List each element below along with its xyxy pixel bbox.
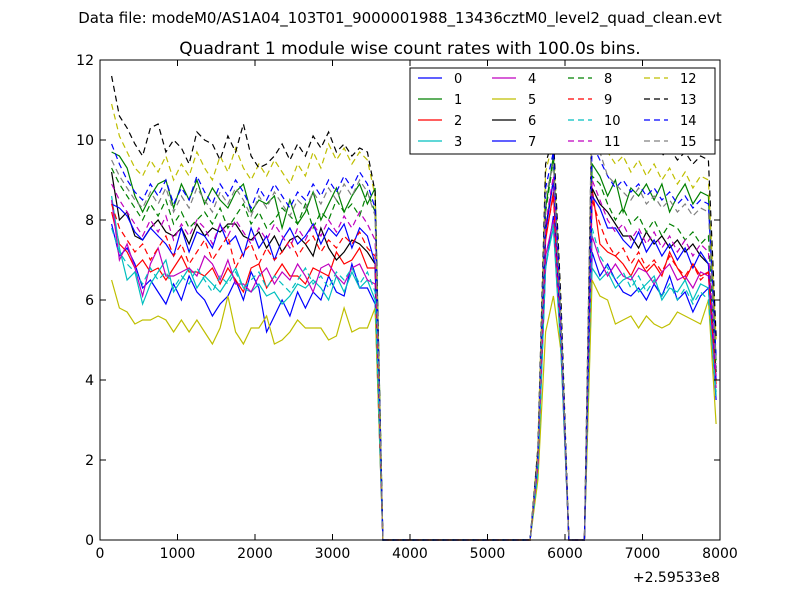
legend-label-3: 3 [454,135,462,150]
legend-label-0: 0 [454,72,462,87]
figure-suptitle: Data file: modeM0/AS1A04_103T01_90000019… [78,9,722,28]
x-tick-label: 1000 [160,546,196,562]
y-tick-label: 8 [85,213,94,229]
legend-label-2: 2 [454,114,462,129]
x-tick-label: 0 [96,546,105,562]
x-tick-label: 7000 [625,546,661,562]
legend-label-12: 12 [680,72,697,87]
plot-area-frame [99,59,721,541]
y-tick-label: 12 [76,53,94,69]
legend-label-5: 5 [528,93,536,108]
legend-label-9: 9 [604,93,612,108]
series-line-1 [111,151,717,541]
x-offset-label: +2.59533e8 [633,570,720,586]
y-tick-label: 2 [85,453,94,469]
series-line-2 [111,187,717,541]
y-tick-label: 6 [85,293,94,309]
legend-label-15: 15 [680,135,697,150]
x-tick-label: 5000 [470,546,506,562]
legend-label-1: 1 [454,93,462,108]
series-line-6 [111,171,717,541]
x-tick-label: 3000 [315,546,351,562]
legend-label-6: 6 [528,114,536,129]
series-line-0 [111,215,717,541]
legend-label-4: 4 [528,72,536,87]
y-tick-label: 10 [76,133,94,149]
x-tick-label: 2000 [237,546,273,562]
series-line-4 [111,199,717,541]
series-line-5 [111,279,717,541]
chart-title: Quadrant 1 module wise count rates with … [179,39,640,59]
x-tick-label: 4000 [392,546,428,562]
legend-label-10: 10 [604,114,621,129]
series-line-7 [111,179,717,541]
x-tick-label: 6000 [547,546,583,562]
legend-label-7: 7 [528,135,536,150]
x-tick-label: 8000 [702,546,738,562]
series-line-15 [111,87,717,541]
y-tick-label: 0 [85,533,94,549]
legend-label-13: 13 [680,93,697,108]
series-line-3 [111,195,717,541]
legend-label-11: 11 [604,135,621,150]
legend-box [409,67,716,155]
legend-label-14: 14 [680,114,697,129]
legend-label-8: 8 [604,72,612,87]
series-line-8 [111,159,717,541]
series-line-10 [111,223,717,541]
y-tick-label: 4 [85,373,94,389]
series-line-11 [111,175,717,541]
series-line-9 [111,195,717,541]
series-line-12 [111,103,717,541]
